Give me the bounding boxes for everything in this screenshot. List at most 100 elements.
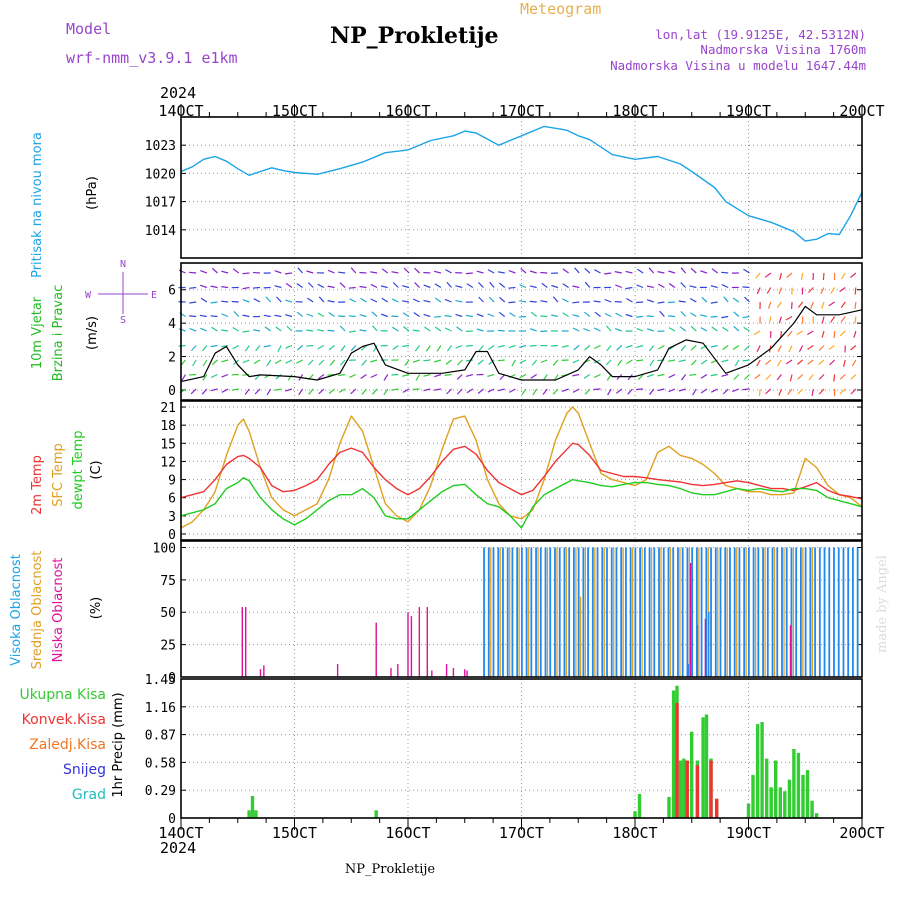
wind-arrow xyxy=(338,373,346,377)
wind-arrow xyxy=(540,330,548,333)
time-axis: 14OCT 14OCT 15OCT 15OCT 16OCT 16OCT 17OCT 17OCT… xyxy=(158,102,884,842)
precip-bar xyxy=(254,810,258,818)
wind-arrow xyxy=(830,316,836,323)
wind-arrow xyxy=(658,344,665,350)
wind-arrow xyxy=(636,388,644,391)
wind-arrow xyxy=(798,345,804,352)
wind-arrow xyxy=(497,359,505,362)
wind-arrow xyxy=(680,282,687,288)
wind-arrow xyxy=(572,327,580,332)
wind-arrow xyxy=(242,286,250,290)
wind-arrow xyxy=(828,301,835,307)
wind-arrow xyxy=(668,327,676,332)
wind-arrow xyxy=(789,374,793,382)
wind-arrow xyxy=(478,282,484,288)
precip-bar xyxy=(787,779,792,818)
wind-arrow xyxy=(678,359,686,363)
wind-arrow xyxy=(594,311,601,317)
wind-arrow xyxy=(189,271,197,274)
wind-arrow xyxy=(274,270,282,274)
temp-ytick-label: 12 xyxy=(160,455,176,470)
wind-arrow xyxy=(277,345,282,352)
cloud-ytick-label: 0 xyxy=(168,671,176,686)
wind-arrow xyxy=(509,312,516,318)
precip-bar xyxy=(250,796,255,818)
wind-arrow xyxy=(776,301,782,308)
wind-arrow xyxy=(732,388,740,393)
wind-arrow xyxy=(583,311,591,317)
year-bottom: 2024 xyxy=(160,839,196,857)
wind-arrow xyxy=(308,388,314,395)
wind-arrow xyxy=(667,359,676,362)
year-top: 2024 xyxy=(160,84,196,102)
wind-arrow xyxy=(636,327,644,332)
wind-arrow xyxy=(252,329,261,332)
wind-arrow xyxy=(455,285,463,289)
wind-arrow xyxy=(636,315,644,318)
wind-arrow xyxy=(659,310,665,317)
wind-arrow xyxy=(327,329,335,332)
wind-arrow xyxy=(371,388,378,395)
temp-ytick-label: 9 xyxy=(168,474,176,489)
wind-arrow xyxy=(744,296,750,303)
wind-arrow xyxy=(221,270,229,274)
wind-arrow xyxy=(381,297,389,303)
wind-arrow xyxy=(361,359,367,366)
temp-ytick-label: 6 xyxy=(168,492,176,507)
wind-arrow xyxy=(532,388,538,396)
wind-arrow xyxy=(477,359,484,365)
wind-arrow xyxy=(211,326,218,332)
wind-arrow xyxy=(201,388,208,395)
wind-arrow xyxy=(200,284,208,289)
wind-arrow xyxy=(722,345,729,351)
precip-bar xyxy=(637,794,642,818)
wind-arrow xyxy=(721,284,729,289)
wind-arrow xyxy=(339,282,346,288)
wind-arrow xyxy=(551,284,559,289)
time-label-top: 14OCT xyxy=(158,102,203,120)
wind-arrow xyxy=(252,271,261,274)
wind-arrow xyxy=(796,330,804,336)
precip-bar xyxy=(760,722,764,818)
wind-arrow xyxy=(625,270,633,274)
wind-arrow xyxy=(286,325,293,332)
wind-arrow xyxy=(519,315,527,318)
precip-bar xyxy=(814,813,819,818)
wind-arrow xyxy=(818,345,825,351)
wind-arrow xyxy=(446,388,452,395)
wind-arrow xyxy=(189,328,197,332)
wind-arrow xyxy=(552,359,559,366)
compass-n: N xyxy=(120,259,126,270)
wind-arrow xyxy=(552,296,559,303)
wind-arrow xyxy=(755,272,761,279)
pressure-ytick-label: 1023 xyxy=(145,139,176,154)
wind-arrow xyxy=(818,359,825,366)
wind-arrow xyxy=(380,313,388,318)
wind-arrow xyxy=(423,284,431,289)
legend-total: Ukupna Kisa xyxy=(19,687,106,703)
wind-arrow xyxy=(851,359,857,367)
wind-arrow xyxy=(593,388,601,391)
wind-arrow xyxy=(550,344,559,347)
wind-arrow xyxy=(756,345,761,353)
time-label-top: 19OCT xyxy=(726,102,771,120)
wind-arrow xyxy=(572,388,580,393)
wind-arrow xyxy=(242,272,250,275)
wind-arrow xyxy=(231,388,239,391)
wind-arrow xyxy=(742,388,750,391)
wind-arrow xyxy=(658,283,665,289)
wind-arrow xyxy=(242,299,250,303)
wind-arrow xyxy=(690,359,697,366)
wind-ylabel1: 10m Vjetar xyxy=(30,296,45,369)
dewpt-line xyxy=(180,477,863,529)
wind-arrow xyxy=(372,345,378,352)
precip-ytick-label: 0 xyxy=(168,812,176,827)
wind-arrow xyxy=(423,359,431,362)
wind-arrow xyxy=(434,297,442,303)
wind-arrow xyxy=(604,272,612,275)
wind-arrow xyxy=(605,325,612,332)
wind-arrow xyxy=(285,359,293,364)
wind-arrow xyxy=(338,271,346,274)
pressure-line xyxy=(180,125,863,242)
